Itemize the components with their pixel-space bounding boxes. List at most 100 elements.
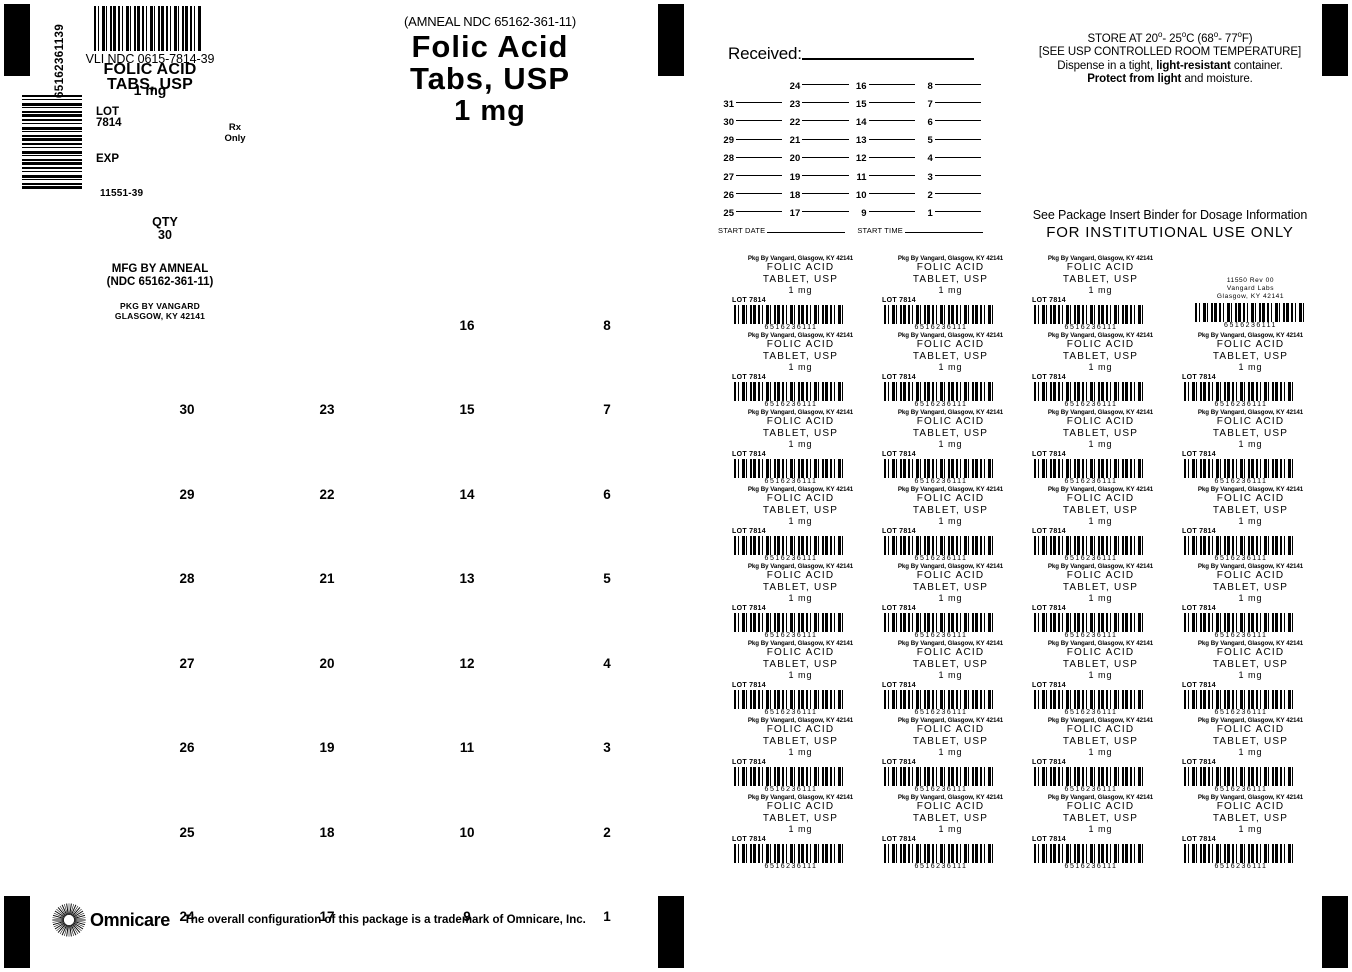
unit-dose-strength: 1 mg [1088, 670, 1113, 680]
blister-number-13: 13 [459, 571, 475, 586]
day-line-24[interactable] [802, 84, 849, 85]
day-line-6[interactable] [934, 120, 981, 122]
unit-dose-label: Pkg By Vangard, Glasgow, KY 42141 FOLIC A… [1028, 486, 1173, 562]
day-line-23[interactable] [802, 102, 849, 104]
day-number-12: 12 [855, 153, 867, 165]
unit-dose-name-line1: FOLIC ACID [916, 339, 985, 350]
registration-mark-top-middle [658, 4, 684, 76]
day-number-24: 24 [789, 80, 801, 92]
day-line-16[interactable] [868, 84, 915, 85]
day-line-30[interactable] [736, 120, 783, 122]
blister-number-17: 17 [319, 909, 335, 924]
unit-dose-name-line1: FOLIC ACID [1066, 416, 1135, 427]
day-line-21[interactable] [802, 138, 849, 140]
unit-dose-packager: Pkg By Vangard, Glasgow, KY 42141 [747, 563, 854, 570]
blister-number-5: 5 [603, 571, 611, 586]
day-line-17[interactable] [802, 211, 849, 213]
unit-dose-name-line2: TABLET, USP [1212, 350, 1289, 362]
unit-dose-name-line2: TABLET, USP [912, 812, 989, 824]
day-line-31[interactable] [736, 102, 783, 104]
unit-dose-name-line2: TABLET, USP [912, 427, 989, 439]
unit-dose-name-line1: FOLIC ACID [1216, 416, 1285, 427]
start-time-line[interactable] [904, 232, 984, 233]
day-number-22: 22 [789, 116, 801, 128]
day-line-11[interactable] [868, 175, 915, 176]
day-line-9[interactable] [868, 211, 915, 213]
unit-dose-lot: LOT 7814 [1032, 605, 1066, 612]
unit-dose-barcode-number: 6516236111 [764, 401, 818, 408]
unit-dose-lot: LOT 7814 [882, 374, 916, 381]
day-line-26[interactable] [736, 193, 783, 195]
day-line-19[interactable] [802, 175, 849, 176]
revision-barcode [1194, 303, 1307, 322]
day-line-10[interactable] [868, 193, 915, 195]
day-line-4[interactable] [934, 156, 981, 158]
registration-mark-bottom-middle [658, 896, 684, 968]
unit-dose-strength: 1 mg [938, 747, 963, 757]
unit-dose-name-line1: FOLIC ACID [766, 339, 835, 350]
start-date-line[interactable] [767, 232, 846, 233]
day-line-13[interactable] [868, 138, 915, 140]
day-number-11: 11 [856, 171, 867, 183]
day-row: 25 17 9 1 [718, 205, 983, 221]
day-line-15[interactable] [868, 102, 915, 104]
unit-dose-lot: LOT 7814 [732, 836, 766, 843]
day-number-30: 30 [723, 116, 734, 128]
blister-number-14: 14 [459, 487, 475, 502]
pkg-line2: GLASGOW, KY 42141 [114, 311, 206, 321]
day-line-27[interactable] [736, 175, 783, 176]
day-line-29[interactable] [736, 138, 783, 140]
unit-dose-barcode-number: 6516236111 [764, 324, 818, 331]
manufacturer-block: MFG BY AMNEAL (NDC 65162-361-11) [45, 263, 275, 288]
unit-dose-barcode-number: 6516236111 [764, 632, 818, 639]
mfg-line1: MFG BY AMNEAL [111, 263, 209, 275]
day-line-3[interactable] [934, 175, 981, 176]
day-line-12[interactable] [868, 156, 915, 158]
unit-dose-barcode-number: 6516236111 [914, 401, 968, 408]
day-line-25[interactable] [736, 211, 783, 213]
unit-dose-label: Pkg By Vangard, Glasgow, KY 42141 FOLIC A… [1028, 794, 1173, 870]
day-number-17: 17 [789, 207, 801, 219]
unit-dose-name-line2: TABLET, USP [912, 273, 989, 285]
unit-dose-name-line2: TABLET, USP [762, 350, 839, 362]
protect-l4b: and moisture. [1181, 73, 1253, 86]
revision-line2: Vangard Labs [1226, 285, 1275, 292]
unit-dose-barcode [884, 305, 996, 324]
unit-dose-name-line2: TABLET, USP [1062, 658, 1139, 670]
unit-dose-barcode [1184, 536, 1296, 555]
day-line-18[interactable] [802, 193, 849, 195]
blister-number-3: 3 [603, 740, 611, 755]
unit-dose-label: Pkg By Vangard, Glasgow, KY 42141 FOLIC A… [728, 640, 873, 716]
day-line-2[interactable] [934, 193, 981, 195]
unit-dose-strength: 1 mg [1088, 824, 1113, 834]
day-line-22[interactable] [802, 120, 849, 122]
unit-dose-lot: LOT 7814 [882, 682, 916, 689]
revision-code-left: 11551-39 [100, 188, 144, 199]
unit-dose-barcode [884, 536, 996, 555]
unit-dose-lot: LOT 7814 [732, 759, 766, 766]
unit-dose-packager: Pkg By Vangard, Glasgow, KY 42141 [1197, 332, 1304, 339]
unit-dose-lot: LOT 7814 [882, 605, 916, 612]
unit-dose-name-line2: TABLET, USP [1212, 812, 1289, 824]
omnicare-sunburst-icon [52, 903, 86, 937]
day-line-5[interactable] [934, 138, 981, 140]
day-line-14[interactable] [868, 120, 915, 122]
day-line-28[interactable] [736, 156, 783, 158]
unit-dose-name-line1: FOLIC ACID [1216, 801, 1285, 812]
day-line-8[interactable] [934, 84, 981, 85]
unit-dose-name-line1: FOLIC ACID [916, 493, 985, 504]
received-write-line[interactable] [801, 58, 974, 60]
day-line-1[interactable] [934, 211, 981, 213]
day-line-20[interactable] [802, 156, 849, 158]
unit-dose-name-line2: TABLET, USP [762, 735, 839, 747]
blister-number-12: 12 [459, 656, 475, 671]
unit-dose-lot: LOT 7814 [732, 374, 766, 381]
unit-dose-label: Pkg By Vangard, Glasgow, KY 42141 FOLIC A… [1178, 794, 1323, 870]
day-line-7[interactable] [934, 102, 981, 104]
unit-dose-name-line2: TABLET, USP [762, 581, 839, 593]
unit-dose-label: Pkg By Vangard, Glasgow, KY 42141 FOLIC A… [1028, 640, 1173, 716]
unit-dose-name-line1: FOLIC ACID [916, 570, 985, 581]
unit-dose-label: Pkg By Vangard, Glasgow, KY 42141 FOLIC A… [878, 717, 1023, 793]
unit-dose-label: Pkg By Vangard, Glasgow, KY 42141 FOLIC A… [1178, 563, 1323, 639]
unit-dose-packager: Pkg By Vangard, Glasgow, KY 42141 [1047, 794, 1154, 801]
